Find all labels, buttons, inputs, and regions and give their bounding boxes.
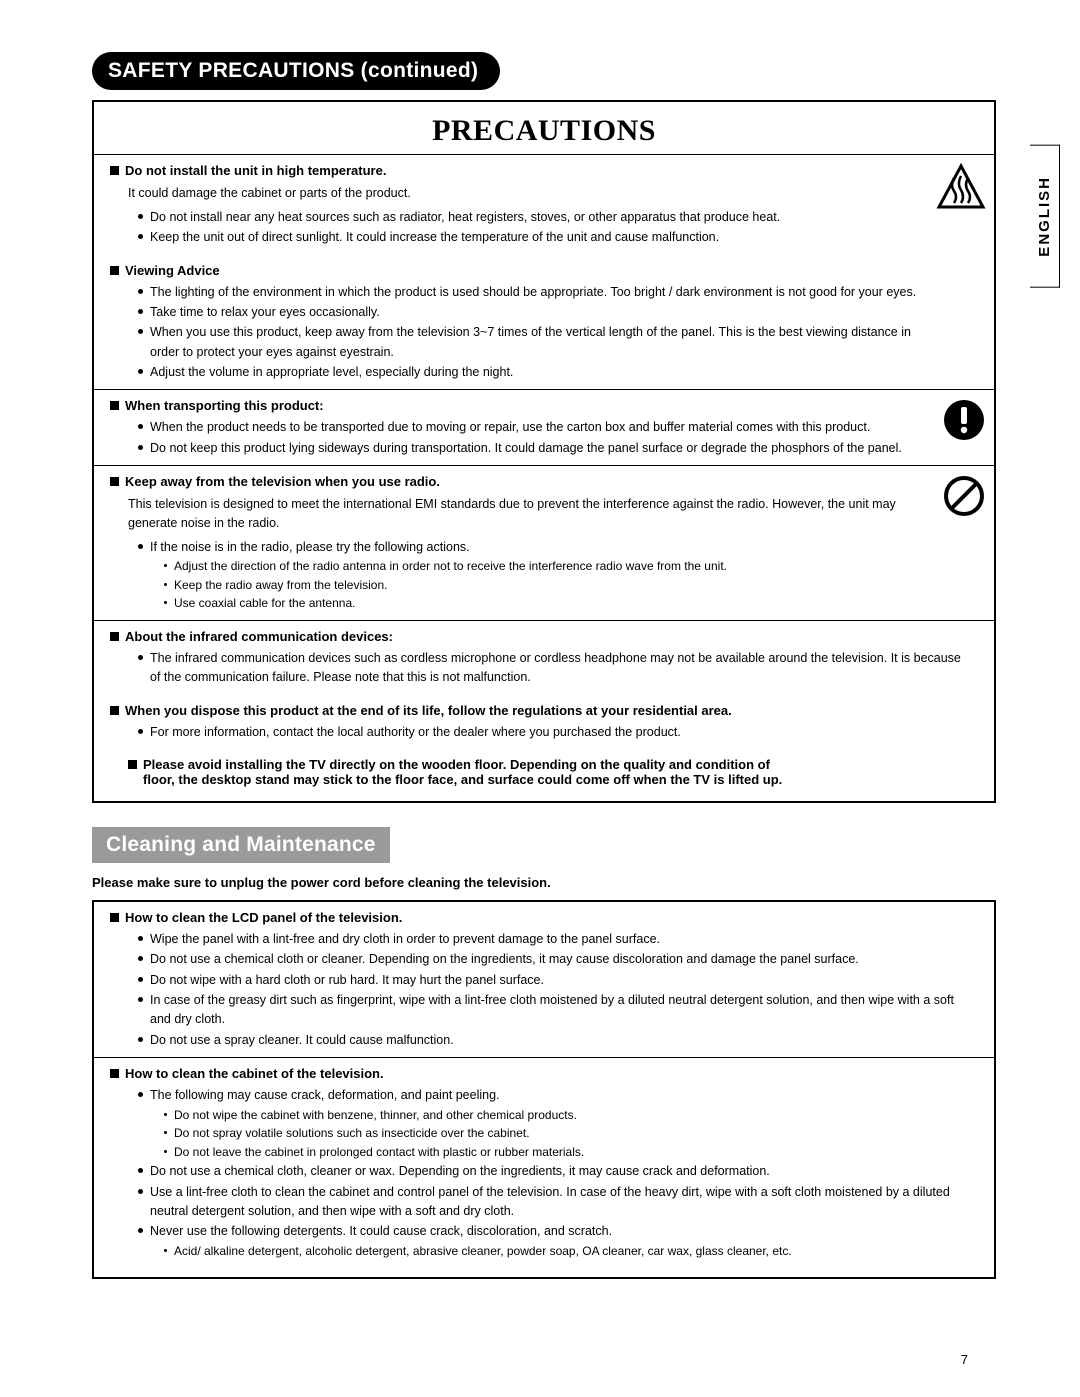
- list-item: The following may cause crack, deformati…: [138, 1086, 972, 1161]
- sub-list: Do not wipe the cabinet with benzene, th…: [150, 1106, 972, 1162]
- bullet-list: The following may cause crack, deformati…: [110, 1086, 982, 1267]
- list-item: Do not use a chemical cloth or cleaner. …: [138, 950, 972, 969]
- floor-warning: Please avoid installing the TV directly …: [110, 749, 982, 793]
- bullet-list: For more information, contact the local …: [110, 723, 982, 749]
- list-item: Do not install near any heat sources suc…: [138, 208, 922, 227]
- list-item: The lighting of the environment in which…: [138, 283, 922, 302]
- list-item: Do not use a spray cleaner. It could cau…: [138, 1031, 972, 1050]
- section-radio: Keep away from the television when you u…: [94, 465, 994, 620]
- bullet-list: The lighting of the environment in which…: [110, 283, 982, 390]
- list-item: The infrared communication devices such …: [138, 649, 972, 688]
- list-item: Never use the following detergents. It c…: [138, 1222, 972, 1260]
- heading: Keep away from the television when you u…: [110, 466, 982, 493]
- list-item: In case of the greasy dirt such as finge…: [138, 991, 972, 1030]
- list-item: Take time to relax your eyes occasionall…: [138, 303, 922, 322]
- intro-text: This television is designed to meet the …: [110, 493, 982, 537]
- heading: How to clean the LCD panel of the televi…: [110, 902, 982, 929]
- heading: How to clean the cabinet of the televisi…: [110, 1058, 982, 1085]
- cleaning-banner: Cleaning and Maintenance: [92, 827, 390, 863]
- list-item: Use coaxial cable for the antenna.: [164, 594, 922, 613]
- page-number: 7: [961, 1352, 968, 1367]
- list-item: Do not wipe the cabinet with benzene, th…: [164, 1106, 972, 1125]
- section-misc: About the infrared communication devices…: [94, 620, 994, 801]
- intro-text: It could damage the cabinet or parts of …: [110, 182, 982, 207]
- heading: When you dispose this product at the end…: [110, 695, 982, 722]
- list-item: If the noise is in the radio, please try…: [138, 538, 922, 613]
- section-clean-panel: How to clean the LCD panel of the televi…: [94, 902, 994, 1057]
- list-item: When the product needs to be transported…: [138, 418, 922, 437]
- section-clean-cabinet: How to clean the cabinet of the televisi…: [94, 1057, 994, 1277]
- heading: Viewing Advice: [110, 255, 982, 282]
- heading: Do not install the unit in high temperat…: [110, 155, 982, 182]
- list-item: For more information, contact the local …: [138, 723, 972, 742]
- list-item: Do not use a chemical cloth, cleaner or …: [138, 1162, 972, 1181]
- section-header-pill: SAFETY PRECAUTIONS (continued): [92, 52, 500, 90]
- language-tab: ENGLISH: [1030, 145, 1060, 288]
- heat-warning-icon: [936, 163, 986, 218]
- sub-list: Acid/ alkaline detergent, alcoholic dete…: [150, 1242, 972, 1261]
- list-item: Do not wipe with a hard cloth or rub har…: [138, 971, 972, 990]
- caution-icon: [942, 398, 986, 447]
- list-item: Acid/ alkaline detergent, alcoholic dete…: [164, 1242, 972, 1261]
- list-item: Adjust the direction of the radio antenn…: [164, 557, 922, 576]
- precautions-title: PRECAUTIONS: [94, 102, 994, 154]
- list-item: Keep the unit out of direct sunlight. It…: [138, 228, 922, 247]
- bullet-list: The infrared communication devices such …: [110, 649, 982, 695]
- heading: About the infrared communication devices…: [110, 621, 982, 648]
- list-item: Do not spray volatile solutions such as …: [164, 1124, 972, 1143]
- bullet-list: Do not install near any heat sources suc…: [110, 208, 982, 255]
- bullet-list: When the product needs to be transported…: [110, 418, 982, 465]
- list-item: Keep the radio away from the television.: [164, 576, 922, 595]
- list-item: When you use this product, keep away fro…: [138, 323, 922, 362]
- list-item: Use a lint-free cloth to clean the cabin…: [138, 1183, 972, 1222]
- list-item: Do not keep this product lying sideways …: [138, 439, 922, 458]
- bullet-list: Wipe the panel with a lint-free and dry …: [110, 930, 982, 1057]
- list-item: Do not leave the cabinet in prolonged co…: [164, 1143, 972, 1162]
- list-item: Wipe the panel with a lint-free and dry …: [138, 930, 972, 949]
- section-high-temp: Do not install the unit in high temperat…: [94, 154, 994, 389]
- maint-intro: Please make sure to unplug the power cor…: [92, 875, 996, 890]
- bullet-list: If the noise is in the radio, please try…: [110, 538, 982, 620]
- prohibition-icon: [942, 474, 986, 523]
- maintenance-box: How to clean the LCD panel of the televi…: [92, 900, 996, 1280]
- heading: When transporting this product:: [110, 390, 982, 417]
- section-transport: When transporting this product: When the…: [94, 389, 994, 465]
- list-item: Adjust the volume in appropriate level, …: [138, 363, 922, 382]
- sub-list: Adjust the direction of the radio antenn…: [150, 557, 922, 613]
- precautions-box: PRECAUTIONS Do not install the unit in h…: [92, 100, 996, 803]
